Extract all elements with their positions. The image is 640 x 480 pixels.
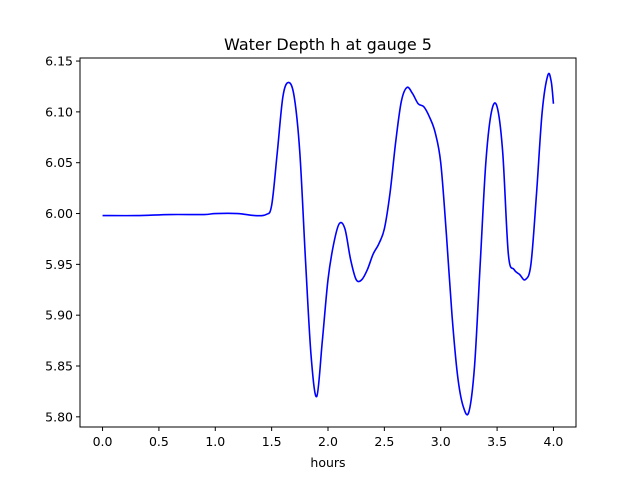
chart-title: Water Depth h at gauge 5 (224, 35, 432, 54)
y-tick-label: 6.15 (45, 54, 73, 69)
y-tick-label: 5.85 (45, 359, 73, 374)
y-tick-label: 5.90 (45, 308, 73, 323)
axes-frame (79, 57, 577, 428)
x-axis-ticks: 0.0 0.5 1.0 1.5 2.0 2.5 3.0 3.5 4.0 (93, 427, 564, 449)
x-tick-label: 1.5 (262, 434, 282, 449)
y-tick-label: 6.00 (45, 206, 73, 221)
x-tick-label: 3.5 (487, 434, 507, 449)
x-tick-label: 3.0 (431, 434, 451, 449)
y-tick-label: 6.05 (45, 155, 73, 170)
x-tick-label: 1.0 (205, 434, 225, 449)
x-tick-label: 0.5 (149, 434, 169, 449)
x-axis-label: hours (310, 455, 345, 470)
series-line-0 (102, 72, 555, 416)
x-tick-label: 0.0 (93, 434, 113, 449)
y-tick-label: 6.10 (45, 104, 73, 119)
y-tick-label: 5.95 (45, 257, 73, 272)
plot-area (102, 72, 555, 416)
x-tick-label: 2.5 (374, 434, 394, 449)
y-axis-ticks: 5.80 5.85 5.90 5.95 6.00 6.05 6.10 6.15 (45, 54, 80, 424)
x-tick-label: 4.0 (544, 434, 564, 449)
y-tick-label: 5.80 (45, 409, 73, 424)
x-tick-label: 2.0 (318, 434, 338, 449)
